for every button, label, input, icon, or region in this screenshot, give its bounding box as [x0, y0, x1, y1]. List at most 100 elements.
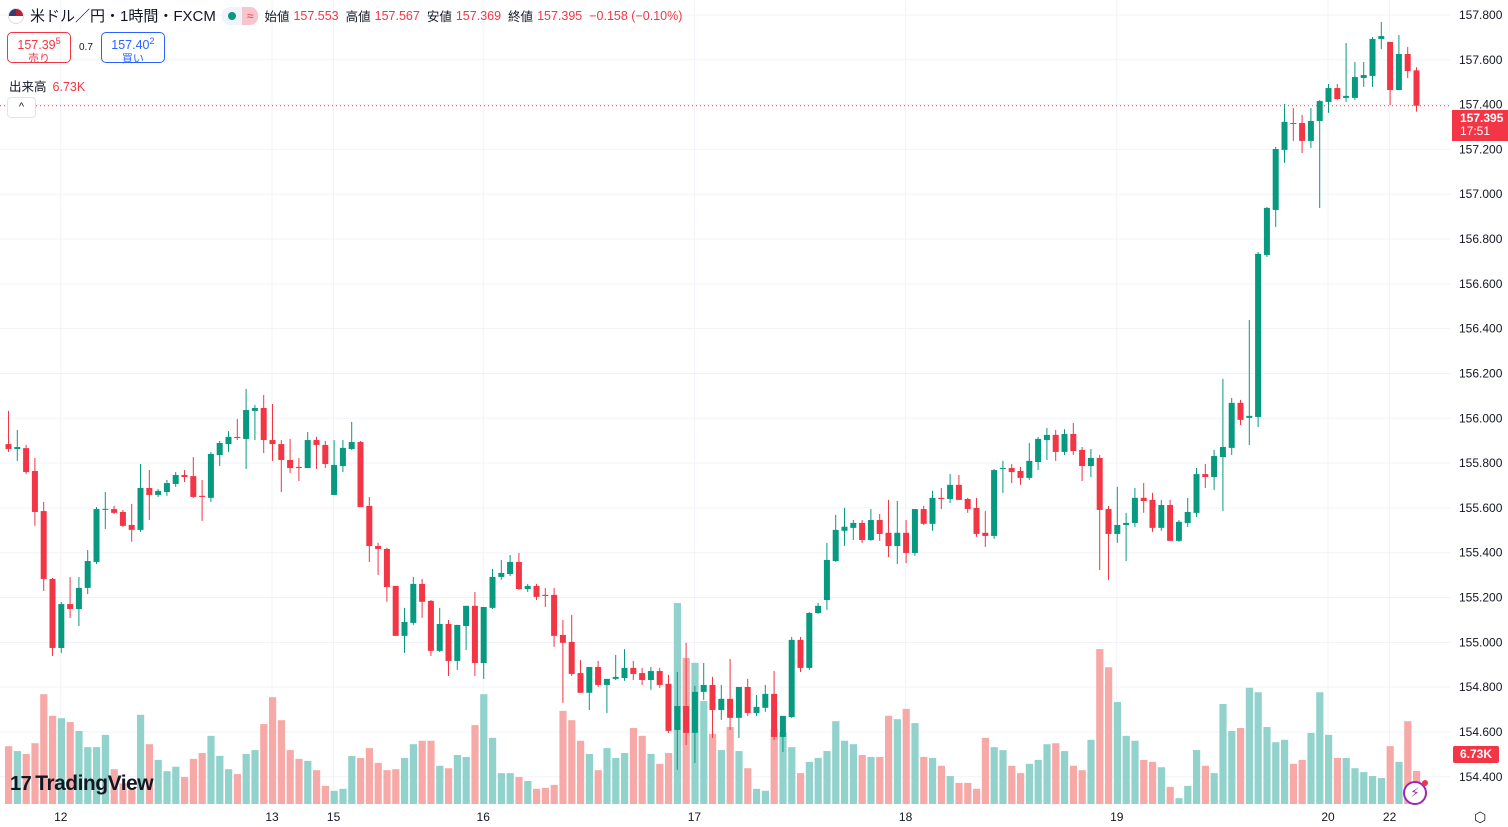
- candle-body: [1378, 36, 1385, 39]
- candle: [1378, 21, 1385, 50]
- volume-bar: [1219, 704, 1227, 804]
- candle-body: [1096, 457, 1103, 510]
- candle-body: [630, 667, 637, 674]
- candle: [797, 636, 804, 672]
- volume-bar: [277, 720, 285, 804]
- time-axis[interactable]: 12 13 15 16 17 18 19 20 22: [54, 810, 1396, 824]
- candle-body: [146, 487, 153, 495]
- candle-body: [1175, 521, 1182, 541]
- sell-button[interactable]: 157.395 売り: [7, 32, 71, 65]
- candle-body: [647, 671, 654, 681]
- volume-bar: [497, 773, 505, 804]
- candle-body: [23, 448, 30, 473]
- candle-body: [727, 698, 734, 718]
- market-status[interactable]: ≈: [221, 6, 259, 25]
- candle-body: [911, 509, 918, 553]
- close-label: 終値: [508, 10, 534, 24]
- candle: [1237, 399, 1244, 426]
- candle: [146, 470, 153, 521]
- candle-body: [498, 572, 505, 577]
- candle-body: [1281, 121, 1288, 150]
- last-price-tag: 157.395 17:51: [1452, 110, 1508, 141]
- volume-bar: [621, 753, 629, 804]
- price-tick-label: 157.400: [1459, 98, 1503, 112]
- candle: [1167, 499, 1174, 541]
- candle: [1184, 497, 1191, 527]
- candle: [691, 685, 698, 763]
- candle-body: [524, 585, 531, 590]
- volume-bar: [163, 771, 171, 804]
- candle-body: [797, 639, 804, 668]
- candle-body: [1052, 434, 1059, 452]
- volume-bar: [744, 768, 752, 804]
- tradingview-logo[interactable]: 17 TradingView: [10, 772, 154, 796]
- symbol-title[interactable]: 米ドル／円・1時間・FXCM: [30, 8, 216, 25]
- candle-body: [1035, 438, 1042, 462]
- candle-body: [1343, 95, 1350, 98]
- candle: [612, 654, 619, 681]
- candle-body: [366, 505, 373, 547]
- volume-bar: [1193, 750, 1201, 804]
- candle: [955, 474, 962, 500]
- settings-icon[interactable]: ⬡: [1474, 809, 1487, 825]
- candle-body: [1211, 455, 1218, 478]
- candle: [1395, 34, 1402, 91]
- candle: [251, 404, 258, 441]
- candle: [806, 611, 813, 670]
- candle-body: [40, 511, 47, 579]
- price-axis[interactable]: 157.800 157.600 157.400 157.200 157.000 156.8…: [1459, 8, 1503, 784]
- collapse-legend-button[interactable]: ^: [7, 97, 36, 118]
- candle-body: [357, 442, 364, 508]
- candle: [102, 492, 109, 529]
- volume-bar: [726, 727, 734, 804]
- candle: [84, 550, 91, 594]
- candle-body: [216, 442, 223, 456]
- candle: [1043, 427, 1050, 460]
- candle-body: [533, 585, 540, 597]
- candle: [709, 676, 716, 739]
- candle: [383, 547, 390, 602]
- candle: [841, 507, 848, 547]
- buy-button[interactable]: 157.402 買い: [100, 32, 165, 65]
- volume-bar: [594, 770, 602, 804]
- lightning-icon[interactable]: ⚡: [1403, 780, 1428, 805]
- candle-body: [1070, 433, 1077, 452]
- candle-body: [331, 464, 338, 495]
- time-tick-label: 15: [327, 810, 341, 824]
- volume-bar: [357, 757, 365, 804]
- price-tick-label: 157.600: [1459, 53, 1503, 67]
- tradingview-mark-icon: 17: [10, 772, 32, 795]
- candle-body: [172, 474, 179, 484]
- volume-legend[interactable]: 出来高 6.73K: [9, 76, 85, 95]
- candle-body: [410, 583, 417, 623]
- candle: [656, 667, 663, 688]
- candle-body: [920, 509, 927, 524]
- volume-bar: [1017, 773, 1025, 804]
- grid-lines: [0, 0, 1450, 805]
- volume-bar: [330, 790, 338, 804]
- candle: [436, 607, 443, 653]
- volume-bar: [242, 754, 250, 804]
- candle-body: [894, 532, 901, 547]
- price-tick-label: 156.800: [1459, 232, 1503, 246]
- volume-value: 6.73K: [52, 80, 86, 94]
- volume-bar: [31, 743, 39, 804]
- candle-body: [841, 526, 848, 531]
- price-tick-label: 155.000: [1459, 635, 1503, 649]
- candle: [744, 678, 751, 716]
- volume-bar: [964, 782, 972, 804]
- volume-bar: [577, 740, 585, 804]
- candle-body: [128, 524, 135, 530]
- candle-body: [1219, 446, 1226, 458]
- candle: [1387, 41, 1394, 106]
- candle: [269, 403, 276, 461]
- volume-bar: [814, 757, 822, 804]
- volume-bar: [13, 751, 21, 804]
- volume-bar: [1157, 767, 1165, 804]
- volume-bar: [1096, 649, 1104, 804]
- candle: [1035, 436, 1042, 471]
- candle-body: [269, 440, 276, 445]
- candle-body: [1387, 41, 1394, 91]
- candle: [779, 715, 786, 752]
